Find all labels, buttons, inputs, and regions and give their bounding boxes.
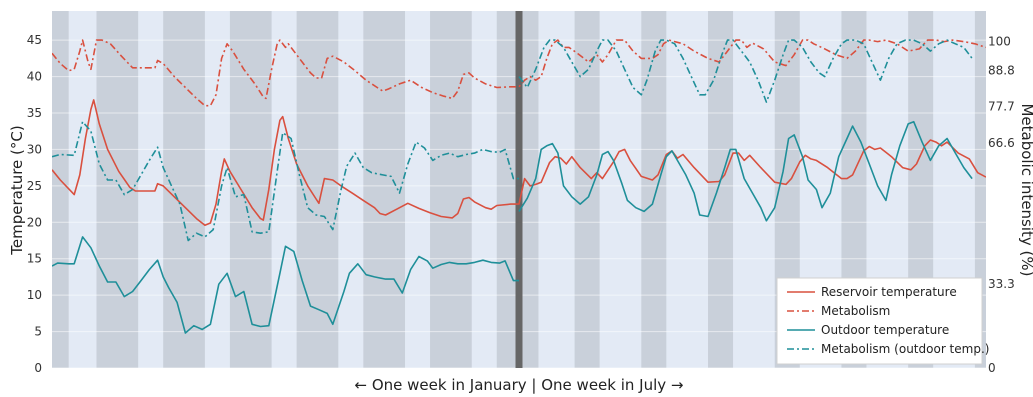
night-band — [708, 11, 734, 368]
night-band — [430, 11, 472, 368]
legend-label-reservoir: Reservoir temperature — [821, 285, 957, 299]
left-tick-label: 0 — [34, 361, 42, 375]
right-tick-label: 33.3 — [988, 277, 1015, 291]
left-tick-label: 5 — [34, 325, 42, 339]
left-tick-label: 35 — [27, 106, 42, 120]
night-band — [163, 11, 205, 368]
left-tick-label: 20 — [27, 215, 42, 229]
night-band — [974, 11, 986, 368]
series-layer — [52, 39, 986, 334]
right-tick-label: 77.7 — [988, 99, 1015, 113]
right-axis-ticks: 0 33.3 66.6 77.7 88.8 100 — [988, 35, 1015, 375]
left-tick-label: 10 — [27, 288, 42, 302]
y-axis-left-title: Temperature (°C) — [8, 125, 26, 255]
y-axis-right-title: Metabolic intensity (%) — [1018, 103, 1033, 276]
right-tick-label: 100 — [988, 35, 1011, 49]
x-axis-title: ← One week in January | One week in July… — [355, 376, 684, 394]
right-tick-label: 66.6 — [988, 136, 1015, 150]
legend: Reservoir temperature Metabolism Outdoor… — [776, 277, 989, 365]
right-tick-label: 88.8 — [988, 64, 1015, 78]
left-axis-ticks: 0 5 10 15 20 25 30 35 40 45 — [27, 33, 42, 375]
legend-label-metabolism-outdoor: Metabolism (outdoor temp.) — [821, 342, 989, 356]
left-tick-label: 15 — [27, 252, 42, 266]
left-tick-label: 40 — [27, 70, 42, 84]
series-line — [52, 120, 973, 334]
series-line — [52, 39, 986, 107]
left-tick-label: 30 — [27, 142, 42, 156]
night-band — [229, 11, 272, 368]
night-band — [519, 11, 539, 368]
night-band — [574, 11, 600, 368]
series-line — [52, 99, 986, 226]
series-line — [52, 39, 973, 242]
legend-label-metabolism: Metabolism — [821, 304, 890, 318]
night-band — [641, 11, 667, 368]
right-tick-label: 0 — [988, 361, 996, 375]
legend-label-outdoor: Outdoor temperature — [821, 323, 949, 337]
left-tick-label: 45 — [27, 33, 42, 47]
night-band — [363, 11, 406, 368]
left-tick-label: 25 — [27, 179, 42, 193]
night-band — [52, 11, 69, 368]
